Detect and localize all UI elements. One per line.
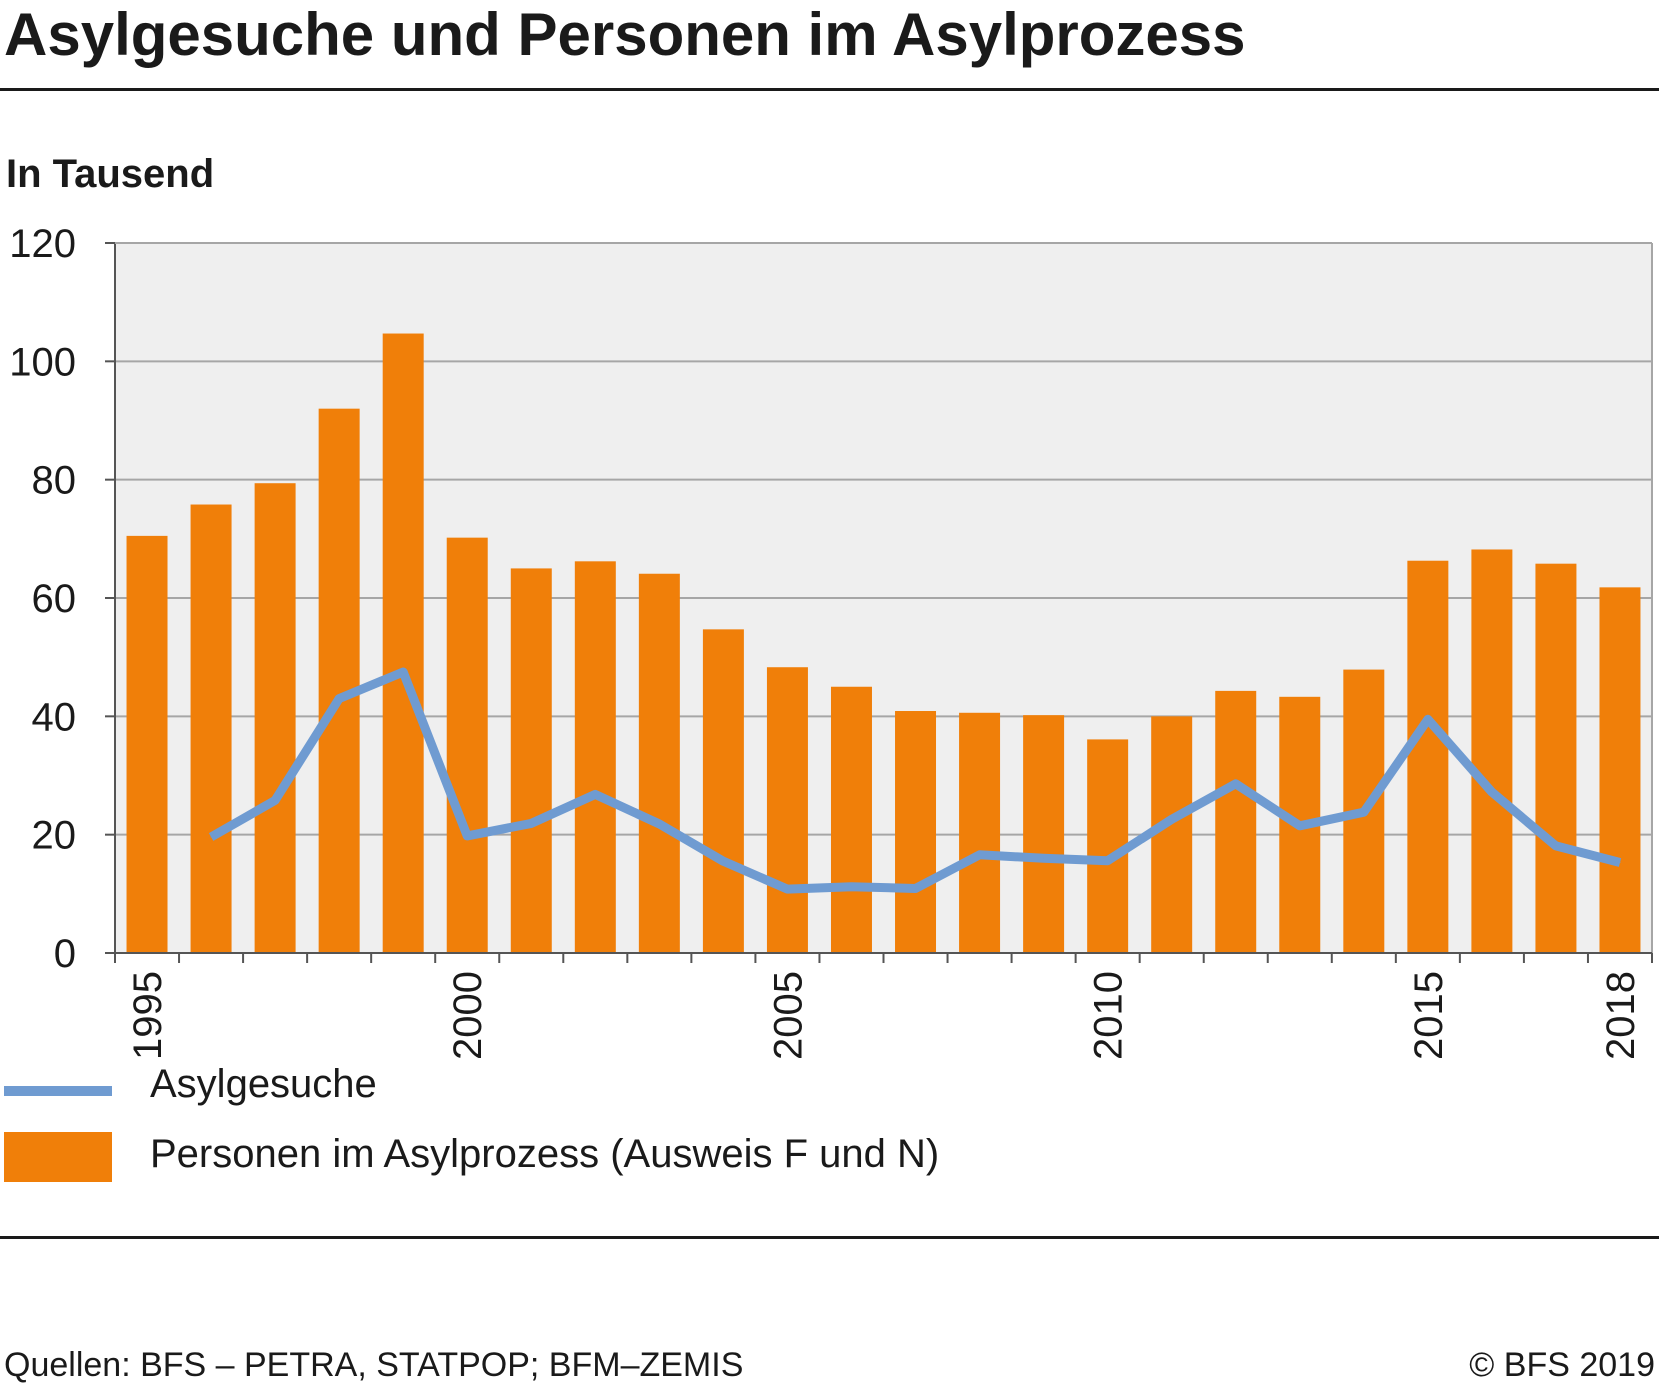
y-tick-label: 0 [54, 932, 76, 976]
x-tick-label: 2000 [446, 971, 490, 1060]
y-tick-label: 80 [32, 459, 77, 503]
x-tick-label: 2005 [766, 971, 810, 1060]
line-point [850, 886, 852, 888]
bar [1407, 560, 1449, 953]
line-point [1107, 860, 1109, 862]
legend-line-label: Asylgesuche [150, 1062, 377, 1106]
bar [574, 561, 616, 953]
bar [446, 537, 488, 953]
line-point [210, 836, 212, 838]
bar [1087, 739, 1129, 953]
x-tick-label: 2010 [1087, 971, 1131, 1060]
footer-divider [0, 1236, 1659, 1239]
y-tick-label: 60 [32, 577, 77, 621]
bar [1599, 587, 1641, 953]
line-point [530, 822, 532, 824]
line-point [402, 671, 404, 673]
line-point [1299, 825, 1301, 827]
line-point [594, 793, 596, 795]
x-tick-label: 2015 [1407, 971, 1451, 1060]
bar [702, 629, 744, 953]
line-point [658, 823, 660, 825]
bar [1535, 563, 1577, 953]
line-point [1363, 811, 1365, 813]
legend-line-swatch [4, 1086, 112, 1096]
bar [1151, 716, 1193, 953]
bar [638, 573, 680, 953]
bar [318, 408, 360, 954]
bar [190, 504, 232, 953]
bar [126, 535, 168, 953]
line-point [1043, 857, 1045, 859]
x-tick-label: 1995 [126, 971, 170, 1060]
legend-bar-swatch [4, 1132, 112, 1182]
legend-bar-label: Personen im Asylprozess (Ausweis F und N… [150, 1132, 940, 1176]
line-point [1427, 718, 1429, 720]
bar [830, 686, 872, 953]
line-point [915, 888, 917, 890]
copyright-note: © BFS 2019 [1469, 1346, 1655, 1384]
chart-title: Asylgesuche und Personen im Asylprozess [4, 1, 1246, 68]
bar [959, 712, 1001, 953]
unit-label: In Tausend [6, 152, 215, 196]
line-point [1491, 791, 1493, 793]
bar [766, 667, 808, 953]
line-point [466, 835, 468, 837]
line-point [1171, 818, 1173, 820]
bar [1023, 715, 1065, 953]
line-point [274, 799, 276, 801]
bar [510, 568, 552, 953]
line-point [979, 854, 981, 856]
legend-item-bar: Personen im Asylprozess (Ausweis F und N… [0, 1132, 1100, 1192]
y-tick-label: 100 [9, 340, 76, 384]
line-point [722, 860, 724, 862]
line-point [338, 698, 340, 700]
source-note: Quellen: BFS – PETRA, STATPOP; BFM–ZEMIS [4, 1346, 744, 1384]
bar [254, 483, 296, 953]
bar [1471, 549, 1513, 953]
bar [1215, 690, 1257, 953]
legend-item-line: Asylgesuche [0, 1062, 1100, 1122]
x-tick-label: 2018 [1599, 971, 1643, 1060]
y-tick-label: 20 [32, 814, 77, 858]
y-tick-label: 40 [32, 695, 77, 739]
line-point [1235, 783, 1237, 785]
title-divider [0, 88, 1659, 91]
y-tick-label: 120 [9, 222, 76, 266]
bar [382, 333, 424, 953]
bar [895, 711, 937, 953]
line-point [786, 888, 788, 890]
line-point [1619, 861, 1621, 863]
line-point [1555, 845, 1557, 847]
